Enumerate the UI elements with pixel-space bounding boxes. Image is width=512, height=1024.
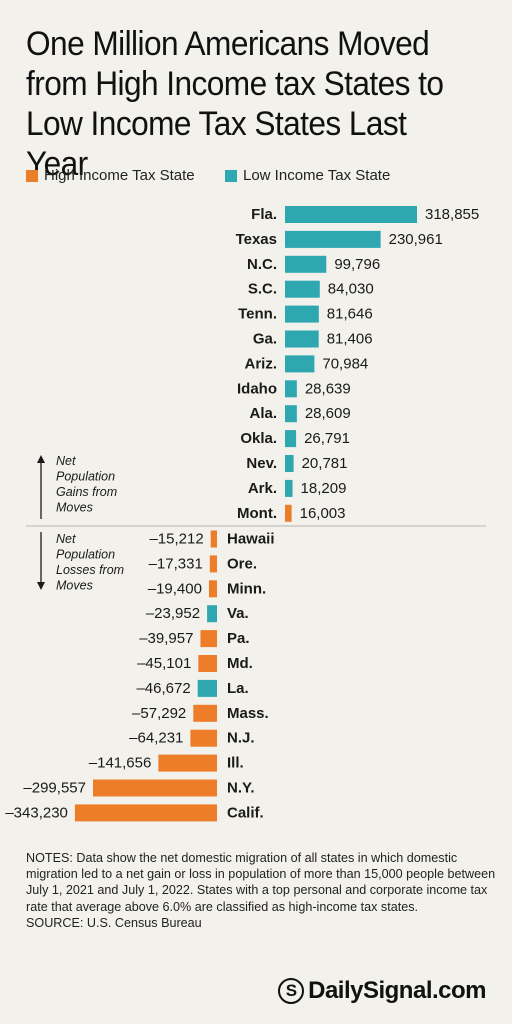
state-label: Ore. [227, 555, 257, 572]
value-label: –57,292 [132, 705, 186, 722]
bar [285, 380, 297, 398]
state-label: Mont. [237, 505, 277, 522]
state-label: N.J. [227, 730, 255, 747]
value-label: 20,781 [302, 455, 348, 472]
bar [210, 530, 217, 548]
value-label: –19,400 [148, 580, 202, 597]
loss-arrow-head [37, 582, 45, 590]
bar [158, 754, 217, 772]
bar [285, 504, 292, 522]
value-label: 70,984 [322, 355, 368, 372]
state-label: Va. [227, 605, 249, 622]
value-label: –46,672 [136, 680, 190, 697]
value-label: –299,557 [23, 780, 86, 797]
state-label: N.C. [247, 256, 277, 273]
bar [285, 405, 297, 423]
value-label: 16,003 [300, 505, 346, 522]
state-label: Nev. [246, 455, 277, 472]
state-label: S.C. [248, 281, 277, 298]
value-label: –64,231 [129, 730, 183, 747]
value-label: –39,957 [139, 630, 193, 647]
state-label: Ala. [249, 405, 277, 422]
state-label: Idaho [237, 380, 277, 397]
state-label: Fla. [251, 206, 277, 223]
bar [207, 605, 217, 623]
state-label: Hawaii [227, 531, 275, 548]
state-label: Mass. [227, 705, 269, 722]
state-label: La. [227, 680, 249, 697]
state-label: Texas [236, 231, 277, 248]
value-label: 81,406 [327, 331, 373, 348]
bar [92, 779, 217, 797]
state-label: Ariz. [244, 355, 277, 372]
state-label: Ark. [248, 480, 277, 497]
state-label: Calif. [227, 804, 264, 821]
value-label: 99,796 [334, 256, 380, 273]
gain-arrow-head [37, 455, 45, 463]
logo-mark-icon: S [278, 978, 305, 1004]
value-label: 81,646 [327, 306, 373, 323]
bar [209, 555, 217, 573]
state-label: Ga. [253, 331, 277, 348]
value-label: –45,101 [137, 655, 191, 672]
source-text: SOURCE: U.S. Census Bureau [26, 915, 202, 930]
bar [285, 305, 319, 323]
value-label: 28,609 [305, 405, 351, 422]
value-label: 318,855 [425, 206, 479, 223]
state-label: Ill. [227, 755, 244, 772]
state-label: Pa. [227, 630, 250, 647]
losses-annotation: Net Population Losses from Moves [56, 532, 124, 593]
value-label: 84,030 [328, 281, 374, 298]
bar [208, 580, 217, 598]
bar [198, 655, 217, 672]
state-label: Tenn. [238, 306, 277, 323]
chart-title: One Million Americans Moved from High In… [26, 25, 444, 183]
bar-chart: Fla. 318,855 Texas 230,961 N.C. 99,796 S.C. 84,… [5, 206, 486, 822]
bar [285, 206, 417, 223]
legend-label-low: Low Income Tax State [243, 167, 391, 184]
legend-swatch-high [26, 170, 38, 182]
state-label: Md. [227, 655, 253, 672]
value-label: 26,791 [304, 430, 350, 447]
legend-swatch-low [225, 170, 237, 182]
bar [285, 330, 319, 348]
state-label: Okla. [240, 430, 277, 447]
value-label: –17,331 [149, 555, 203, 572]
gains-annotation: Net Population Gains from Moves [56, 454, 117, 515]
value-label: –343,230 [5, 804, 68, 821]
state-label: Minn. [227, 580, 266, 597]
value-label: –15,212 [149, 531, 203, 548]
value-label: 18,209 [301, 480, 347, 497]
daily-signal-logo: S DailySignal.com [278, 977, 486, 1005]
bar [190, 729, 217, 747]
bar [285, 430, 297, 448]
state-label: N.Y. [227, 780, 255, 797]
value-label: 230,961 [389, 231, 443, 248]
value-label: –141,656 [89, 755, 152, 772]
bar [285, 230, 381, 248]
bar [200, 630, 217, 648]
bar [74, 804, 217, 822]
bar [285, 355, 315, 373]
bar [197, 679, 217, 697]
bar [285, 479, 293, 497]
bar [285, 455, 294, 472]
bar [193, 704, 217, 722]
value-label: –23,952 [146, 605, 200, 622]
legend-label-high: High Income Tax State [44, 167, 195, 184]
bar [285, 280, 320, 298]
logo-text: DailySignal.com [308, 977, 486, 1004]
bar [285, 255, 327, 273]
notes: NOTES: Data show the net domestic migrat… [26, 850, 496, 931]
notes-text: NOTES: Data show the net domestic migrat… [26, 851, 496, 914]
value-label: 28,639 [305, 380, 351, 397]
